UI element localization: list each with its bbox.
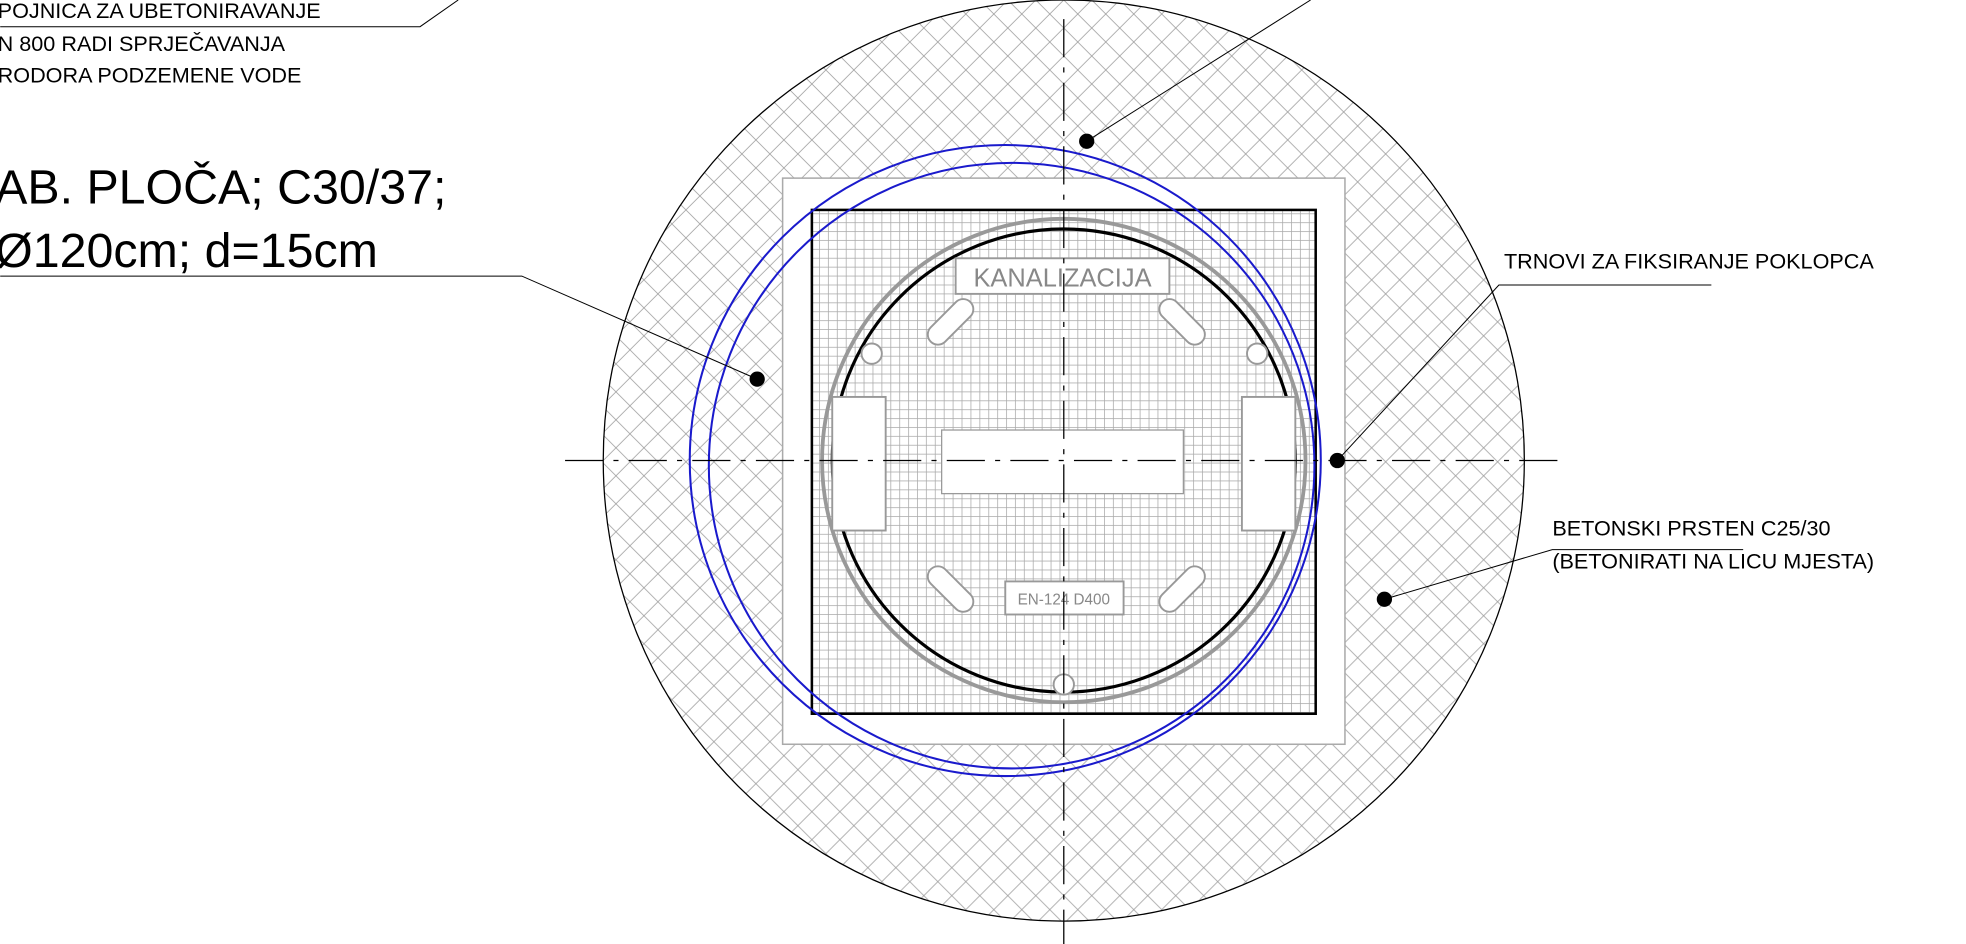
note-line: POJNICA ZA UBETONIRAVANJE <box>0 0 321 23</box>
ring-note: (BETONIRATI NA LICU MJESTA) <box>1552 549 1874 574</box>
cover-label: KANALIZACIJA <box>973 264 1151 292</box>
pins-note: TRNOVI ZA FIKSIRANJE POKLOPCA <box>1504 248 1874 273</box>
slab-note: Ø120cm; d=15cm <box>0 224 378 278</box>
plan: KANALIZACIJA EN-124 D400 <box>565 0 1565 944</box>
ring-note: BETONSKI PRSTEN C25/30 <box>1552 516 1830 541</box>
note-line: RODORA PODZEMENE VODE <box>0 63 301 88</box>
note-line: N 800 RADI SPRJEČAVANJA <box>0 31 286 56</box>
slab-note: AB. PLOČA; C30/37; <box>0 161 446 215</box>
drawing: KANALIZACIJA EN-124 D400 POJNICA ZA UBET… <box>0 0 1966 944</box>
